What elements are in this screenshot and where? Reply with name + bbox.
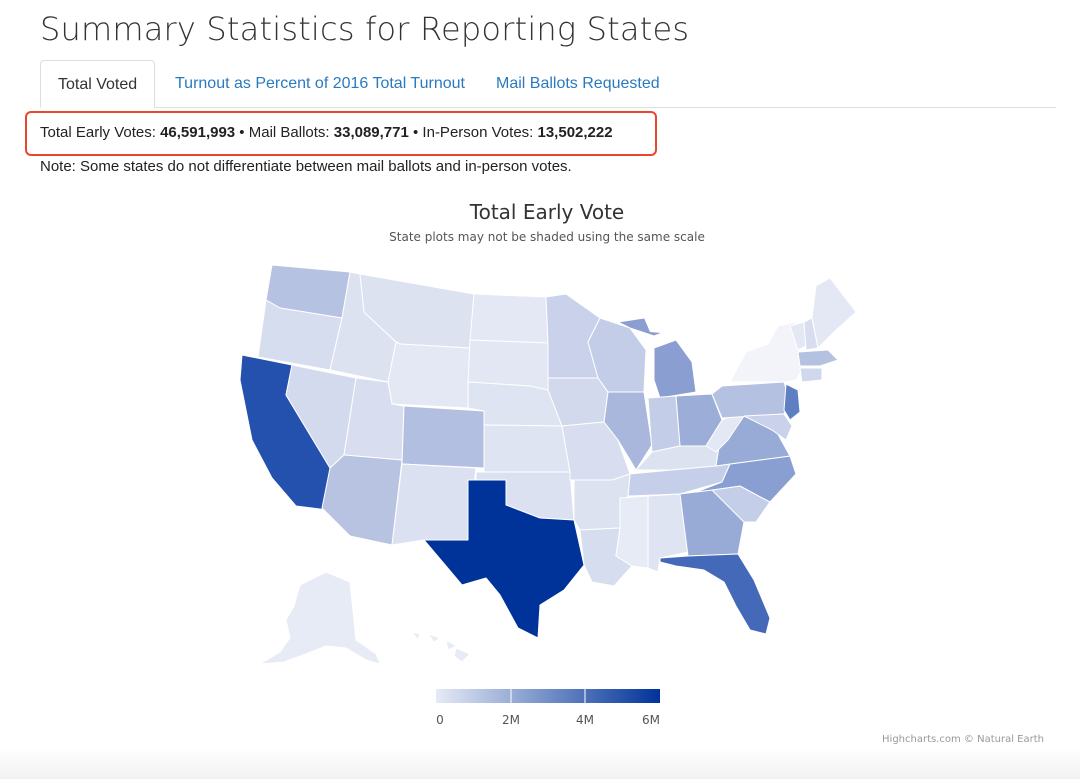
in-person-votes-value: 13,502,222 bbox=[537, 124, 613, 141]
chart-subtitle: State plots may not be shaded using the … bbox=[389, 230, 705, 244]
legend-tick-6m: 6M bbox=[642, 713, 660, 727]
state-arizona[interactable] bbox=[321, 454, 403, 546]
state-hawaii[interactable] bbox=[411, 631, 471, 663]
state-kansas[interactable] bbox=[483, 424, 571, 473]
summary-highlight-box bbox=[25, 111, 657, 156]
legend-tick-0: 0 bbox=[436, 713, 444, 727]
state-alaska[interactable] bbox=[259, 571, 381, 665]
state-indiana[interactable] bbox=[647, 395, 681, 453]
legend-gradient-bar bbox=[436, 689, 660, 703]
state-new-york[interactable] bbox=[729, 321, 803, 383]
state-colorado[interactable] bbox=[401, 405, 485, 469]
chart-title: Total Early Vote bbox=[469, 200, 625, 224]
legend-tick-2m: 2M bbox=[502, 713, 520, 727]
note-text: Note: Some states do not differentiate b… bbox=[40, 158, 572, 175]
total-label: Total Early Votes: bbox=[40, 124, 161, 141]
state-new-jersey[interactable] bbox=[783, 383, 801, 421]
tab-turnout-percent[interactable]: Turnout as Percent of 2016 Total Turnout bbox=[175, 75, 465, 92]
mail-label: • Mail Ballots: bbox=[235, 124, 334, 141]
state-maryland-delaware[interactable] bbox=[743, 413, 793, 441]
state-wyoming[interactable] bbox=[387, 341, 471, 409]
state-mississippi[interactable] bbox=[615, 495, 649, 569]
state-michigan[interactable] bbox=[653, 339, 697, 399]
total-early-votes-value: 46,591,993 bbox=[160, 124, 236, 141]
summary-line: Total Early Votes: 46,591,993 • Mail Bal… bbox=[40, 124, 613, 141]
state-north-dakota[interactable] bbox=[469, 293, 549, 344]
state-connecticut-ri[interactable] bbox=[799, 367, 823, 383]
chart-credits[interactable]: Highcharts.com © Natural Earth bbox=[882, 734, 1044, 745]
bottom-fade bbox=[0, 748, 1080, 779]
tab-bar: Total Voted Turnout as Percent of 2016 T… bbox=[40, 60, 1056, 108]
inperson-label: • In-Person Votes: bbox=[408, 124, 538, 141]
state-massachusetts[interactable] bbox=[797, 349, 839, 367]
state-pennsylvania[interactable] bbox=[711, 381, 791, 419]
legend-tick-4m: 4M bbox=[576, 713, 594, 727]
mail-ballots-value: 33,089,771 bbox=[333, 124, 409, 141]
page-title: Summary Statistics for Reporting States bbox=[40, 10, 690, 48]
state-maine[interactable] bbox=[811, 277, 857, 349]
state-florida[interactable] bbox=[659, 553, 771, 635]
state-texas[interactable] bbox=[423, 479, 585, 639]
tab-total-voted[interactable]: Total Voted bbox=[40, 60, 156, 108]
tab-mail-ballots-requested[interactable]: Mail Ballots Requested bbox=[496, 75, 660, 92]
state-new-mexico[interactable] bbox=[391, 463, 477, 546]
great-lakes bbox=[644, 318, 724, 388]
